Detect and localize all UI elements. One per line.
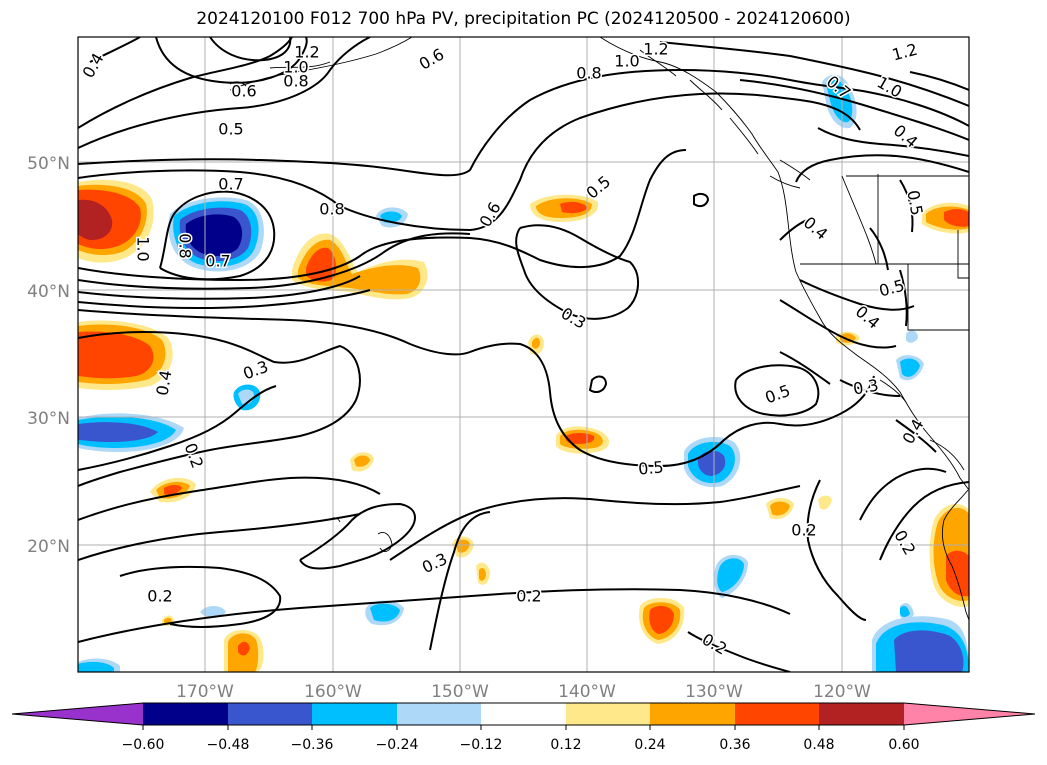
map-title: 2024120100 F012 700 hPa PV, precipitatio… bbox=[196, 9, 851, 29]
contour-label: 0.3 bbox=[558, 304, 590, 333]
colorbar-label: 0.36 bbox=[719, 737, 750, 753]
lat-tick: 50°N bbox=[27, 154, 70, 174]
contour-label: 0.5 bbox=[903, 189, 926, 217]
contour-label: 0.3 bbox=[240, 357, 270, 384]
contour-label: 0.5 bbox=[637, 457, 664, 478]
colorbar-bin bbox=[481, 703, 566, 725]
contour-label: 0.6 bbox=[231, 82, 256, 101]
contour-label: 0.8 bbox=[319, 200, 344, 219]
contour-label: 0.2 bbox=[181, 440, 208, 470]
colorbar-bin bbox=[397, 703, 481, 725]
coastlines bbox=[229, 37, 969, 621]
contour-label: 0.4 bbox=[800, 213, 832, 244]
lat-tick: 40°N bbox=[27, 282, 70, 302]
contour-label: 0.4 bbox=[152, 369, 175, 397]
contour-label: 0.7 bbox=[218, 175, 243, 194]
contour-label: 1.0 bbox=[134, 236, 153, 261]
contour-label: 0.5 bbox=[762, 381, 792, 408]
colorbar-min-extension bbox=[12, 703, 143, 725]
contour-label: 0.2 bbox=[516, 587, 541, 606]
lat-tick: 20°N bbox=[27, 537, 70, 557]
contour-label: 0.6 bbox=[416, 45, 448, 74]
contour-label: 0.2 bbox=[791, 521, 816, 540]
colorbar-bin bbox=[735, 703, 819, 725]
contour-label: 0.2 bbox=[699, 630, 731, 659]
contour-labels: 0.4 1.21.00.80.60.50.6 1.21.00.81.21.00.70… bbox=[77, 38, 929, 660]
colorbar-label: 0.12 bbox=[550, 737, 581, 753]
contour-label: 0.3 bbox=[419, 549, 450, 577]
lon-tick: 160°W bbox=[304, 682, 362, 702]
colorbar-max-extension bbox=[904, 703, 1035, 725]
gridlines bbox=[78, 37, 969, 672]
lon-axis: 170°W 160°W 150°W 140°W 130°W 120°W bbox=[176, 682, 871, 702]
lon-tick: 120°W bbox=[813, 682, 871, 702]
lon-tick: 150°W bbox=[431, 682, 489, 702]
lat-tick: 30°N bbox=[27, 409, 70, 429]
colorbar-bin bbox=[819, 703, 904, 725]
contour-label: 0.4 bbox=[852, 302, 884, 333]
contour-label: 0.8 bbox=[576, 64, 601, 83]
colorbar-label: −0.48 bbox=[207, 737, 250, 753]
contour-label: 1.2 bbox=[294, 43, 319, 62]
colorbar-label: −0.12 bbox=[460, 737, 503, 753]
colorbar-label: −0.24 bbox=[376, 737, 419, 753]
map-frame bbox=[77, 36, 970, 673]
lon-tick: 130°W bbox=[685, 682, 743, 702]
contour-label: 0.8 bbox=[283, 72, 308, 91]
contour-label: 1.2 bbox=[890, 40, 920, 65]
colorbar-label: 0.24 bbox=[634, 737, 665, 753]
contour-label: 0.5 bbox=[218, 120, 243, 139]
colorbar-label: 0.60 bbox=[888, 737, 919, 753]
colorbar-bin bbox=[650, 703, 735, 725]
colorbar: −0.60 −0.48 −0.36 −0.24 −0.12 0.12 0.24 … bbox=[11, 702, 1036, 753]
contour-label: 0.5 bbox=[877, 276, 907, 301]
contour-label: 0.3 bbox=[852, 375, 880, 398]
contour-label: 1.0 bbox=[614, 52, 639, 71]
pv-contours bbox=[78, 37, 969, 672]
contour-label: 1.0 bbox=[283, 58, 308, 77]
lon-tick: 140°W bbox=[558, 682, 616, 702]
colorbar-bin bbox=[566, 703, 650, 725]
contour-label: 0.8 bbox=[176, 233, 195, 258]
colorbar-bin bbox=[312, 703, 397, 725]
contour-label: 0.6 bbox=[476, 199, 505, 231]
contour-label: 0.4 bbox=[899, 416, 928, 448]
contour-label: 1.0 bbox=[874, 73, 906, 102]
lon-tick: 170°W bbox=[176, 682, 234, 702]
colorbar-label: −0.60 bbox=[122, 737, 165, 753]
contour-label: 0.2 bbox=[147, 587, 172, 606]
contour-label: 0.7 bbox=[205, 252, 230, 271]
colorbar-label: 0.48 bbox=[803, 737, 834, 753]
precip-shading bbox=[78, 74, 969, 672]
colorbar-bin bbox=[143, 703, 228, 725]
contour-label: 1.2 bbox=[643, 40, 668, 59]
colorbar-label: −0.36 bbox=[291, 737, 334, 753]
lat-axis: 50°N 40°N 30°N 20°N bbox=[27, 154, 70, 557]
colorbar-bin bbox=[228, 703, 312, 725]
